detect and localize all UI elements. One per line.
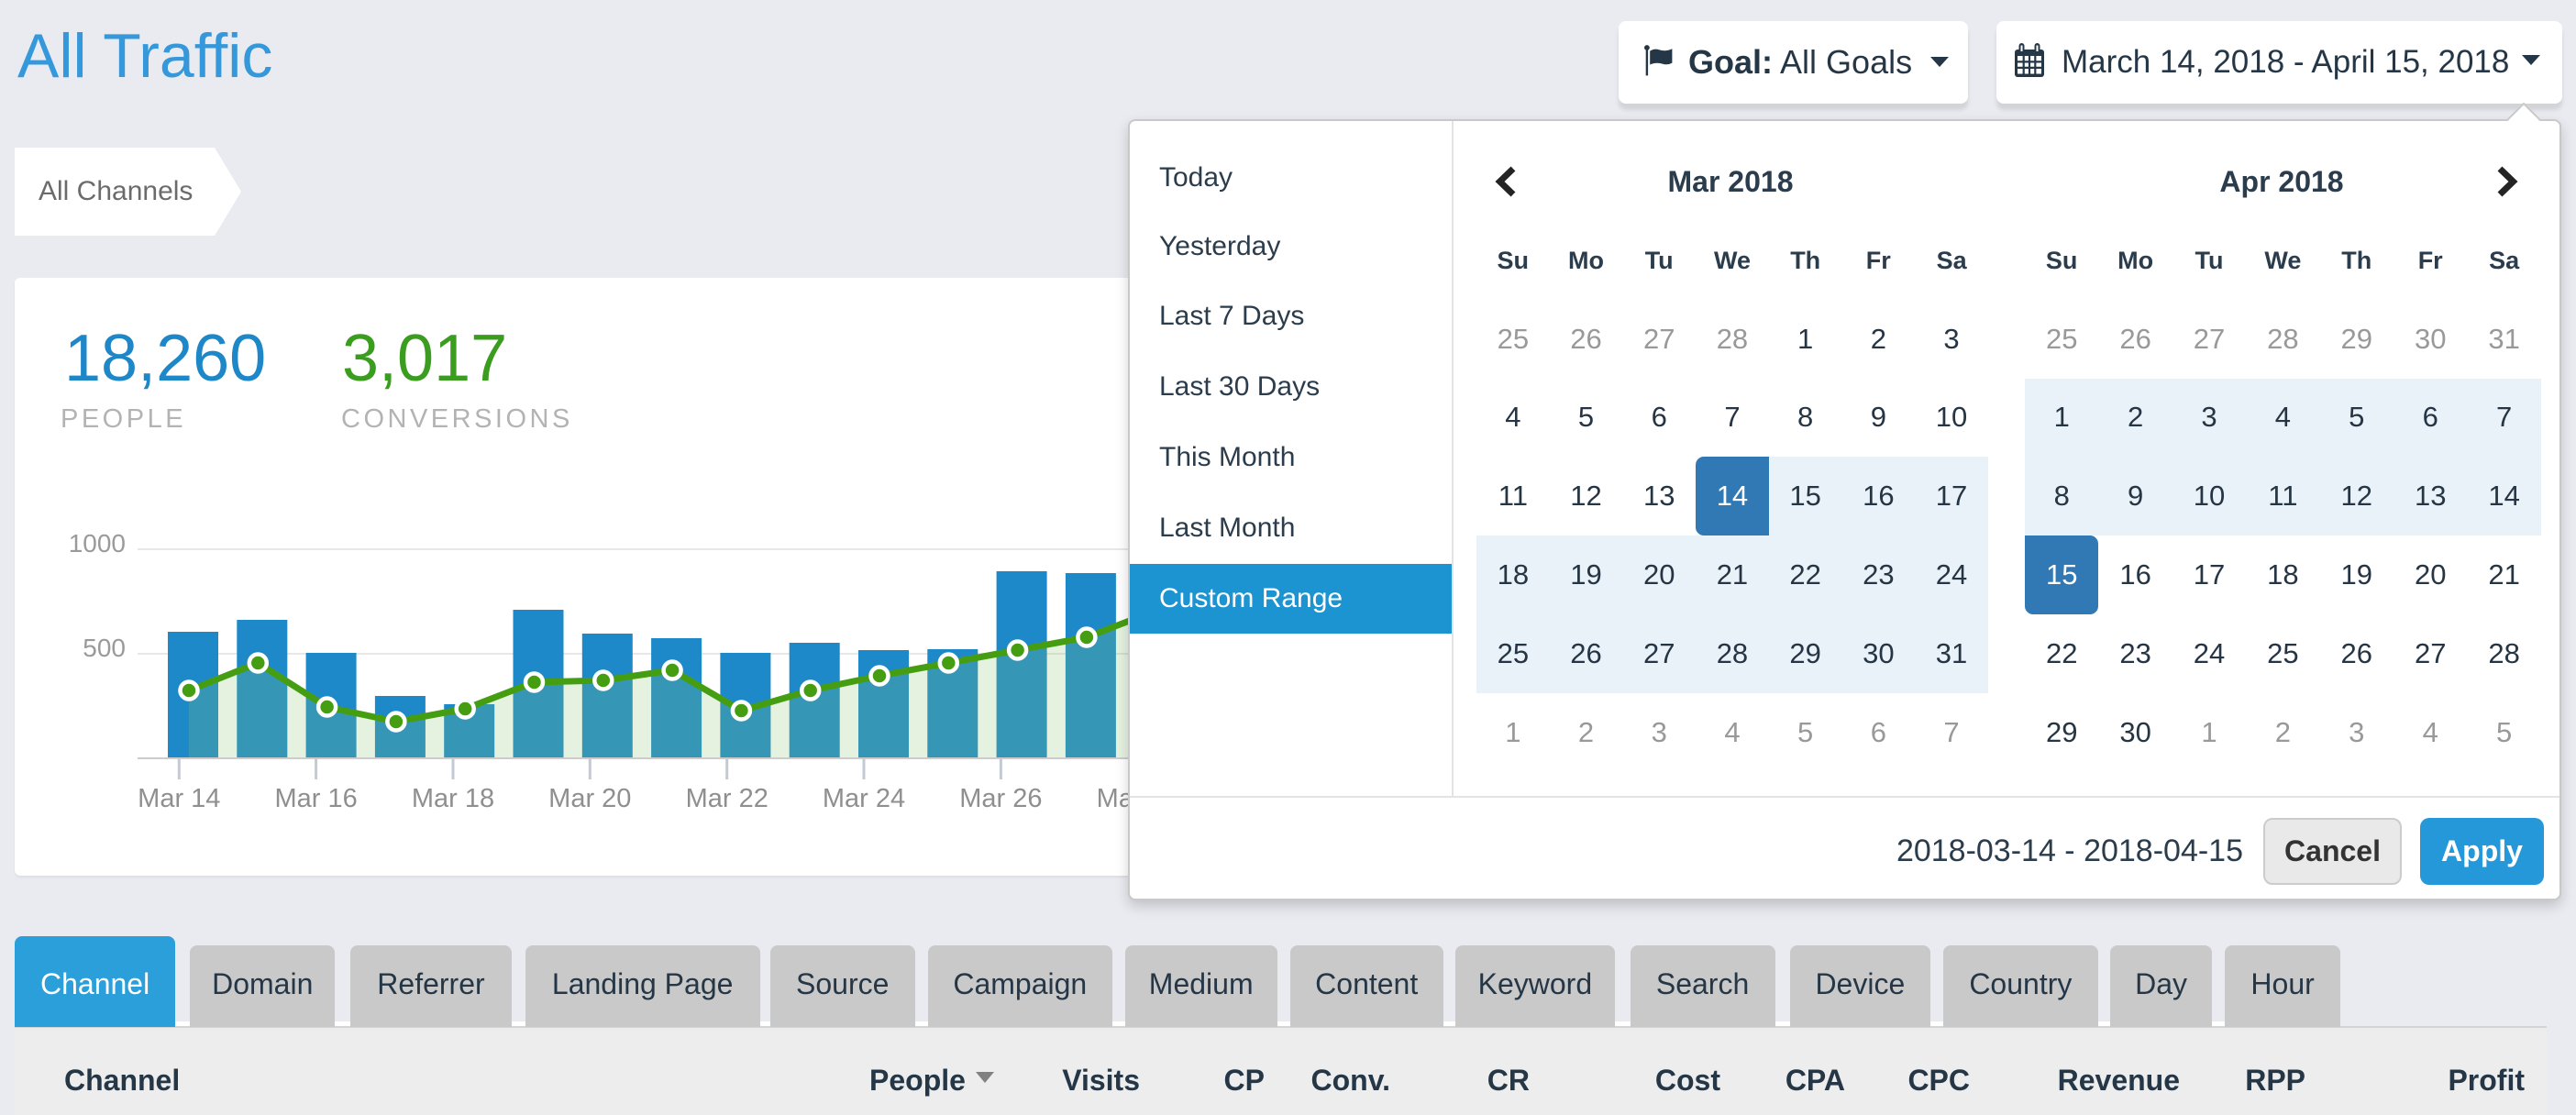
svg-text:Mar 22: Mar 22 <box>686 784 768 813</box>
svg-text:Mar 26: Mar 26 <box>959 784 1042 813</box>
svg-text:Mar 18: Mar 18 <box>412 784 494 813</box>
svg-text:1000: 1000 <box>69 529 126 558</box>
svg-text:Mar 16: Mar 16 <box>274 784 357 813</box>
svg-text:Mar 20: Mar 20 <box>548 784 631 813</box>
svg-text:500: 500 <box>83 634 126 662</box>
svg-text:Mar 14: Mar 14 <box>138 784 220 813</box>
svg-text:Mar 24: Mar 24 <box>823 784 905 813</box>
